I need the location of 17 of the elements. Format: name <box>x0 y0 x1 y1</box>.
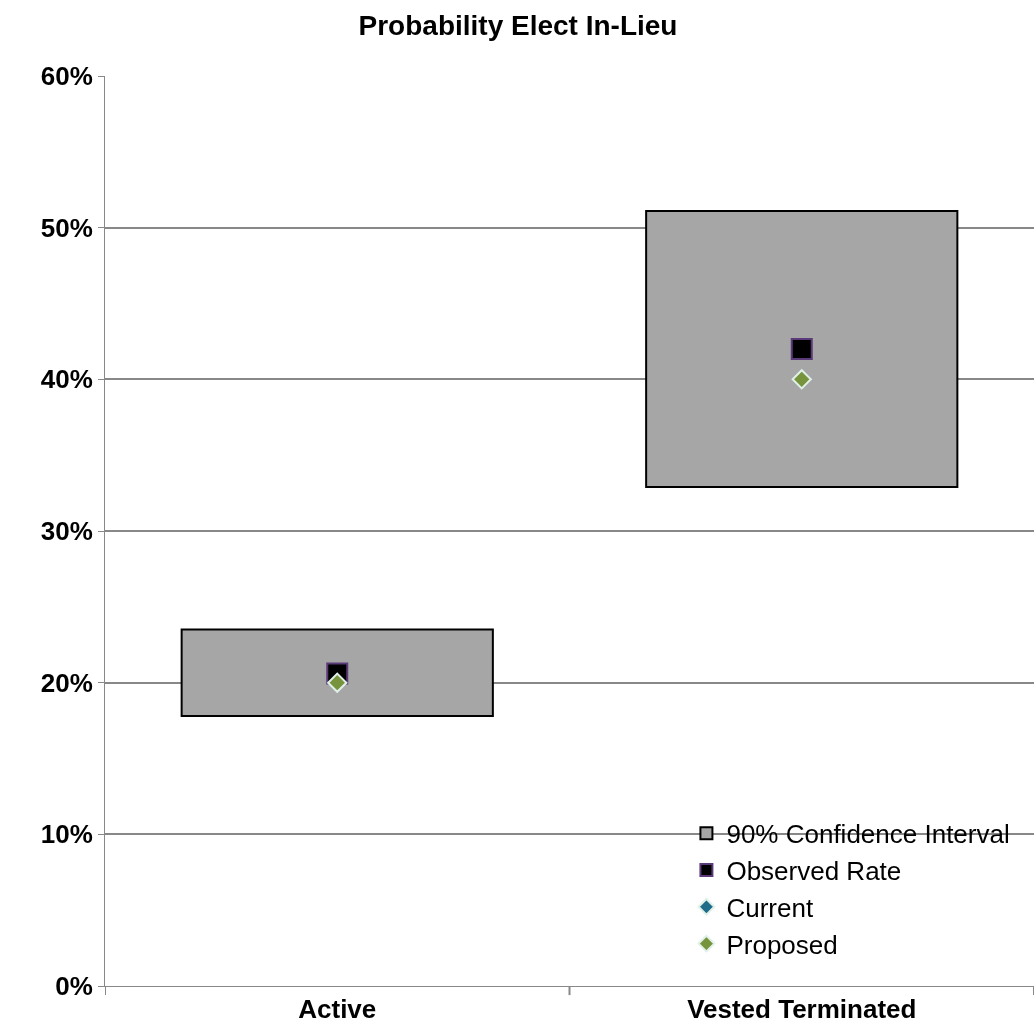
legend-label: Observed Rate <box>726 856 902 887</box>
point <box>327 672 348 693</box>
legend-label: Proposed <box>726 929 838 960</box>
y-tick-label: 60% <box>40 61 93 92</box>
point <box>790 338 813 360</box>
x-tick-label: Vested Terminated <box>687 994 917 1025</box>
legend-label: 90% Confidence Interval <box>726 819 1010 850</box>
point <box>791 369 812 390</box>
y-tick-label: 0% <box>55 971 93 1002</box>
y-tick-label: 50% <box>40 212 93 243</box>
y-tick-label: 20% <box>40 667 93 698</box>
chart-title: Probability Elect In-Lieu <box>358 10 678 42</box>
legend-label: Current <box>726 892 814 923</box>
y-tick-label: 40% <box>40 364 93 395</box>
y-tick-label: 10% <box>40 819 93 850</box>
x-tick-label: Active <box>298 994 377 1025</box>
y-tick-label: 30% <box>40 516 93 547</box>
